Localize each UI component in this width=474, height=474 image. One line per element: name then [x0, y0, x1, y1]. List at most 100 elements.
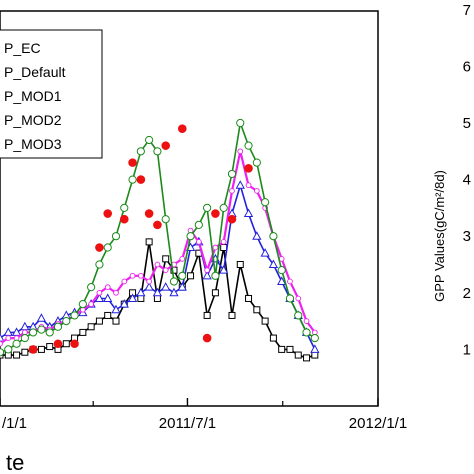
- data-point: [244, 141, 253, 150]
- data-point: [103, 243, 112, 252]
- data-point: [12, 339, 21, 348]
- data-point: [161, 141, 170, 150]
- data-point: [104, 284, 111, 290]
- data-point: [29, 328, 38, 337]
- data-point: [62, 340, 70, 348]
- x-axis-title: te: [6, 450, 24, 474]
- data-point: [219, 203, 228, 212]
- data-point: [128, 175, 137, 184]
- data-point: [45, 328, 54, 337]
- data-point: [4, 345, 13, 354]
- data-point: [285, 294, 295, 303]
- data-point: [228, 311, 236, 319]
- data-point: [37, 325, 46, 334]
- data-point: [161, 282, 171, 291]
- data-point: [169, 277, 179, 286]
- data-point: [137, 294, 145, 302]
- data-point: [95, 243, 104, 252]
- legend-label: P_Default: [4, 64, 66, 80]
- y-axis-title: GPP Values(gC/m²/8d): [432, 170, 447, 302]
- data-point: [146, 278, 152, 285]
- data-point: [227, 169, 237, 179]
- data-point: [162, 255, 170, 263]
- x-tick-label: 2011/7/1: [159, 415, 216, 432]
- data-point: [204, 267, 210, 274]
- series-p-ec: [28, 124, 253, 354]
- data-point: [21, 348, 29, 356]
- data-point: [103, 293, 113, 302]
- data-point: [152, 287, 163, 297]
- data-point: [36, 313, 47, 322]
- data-point: [202, 270, 212, 280]
- data-point: [37, 345, 45, 353]
- legend: P_EC P_Default P_MOD1 P_MOD2 P_MOD3: [0, 29, 103, 159]
- data-point: [252, 231, 262, 240]
- data-point: [220, 244, 228, 252]
- data-point: [78, 300, 87, 309]
- data-point: [203, 311, 211, 319]
- data-point: [294, 311, 303, 320]
- data-point: [287, 278, 293, 285]
- data-point: [127, 293, 138, 302]
- data-point: [62, 317, 71, 326]
- data-point: [302, 328, 311, 337]
- data-point: [136, 287, 146, 297]
- legend-label: P_MOD2: [4, 112, 62, 128]
- data-point: [202, 333, 212, 343]
- y-tick-label: 2: [463, 285, 471, 302]
- data-point: [95, 317, 103, 325]
- data-point: [121, 278, 128, 285]
- data-point: [153, 294, 161, 302]
- data-point: [310, 344, 320, 353]
- right-y-axis: 1 2 3 4 5 6 7: [463, 2, 471, 359]
- data-point: [211, 271, 220, 280]
- data-point: [212, 244, 219, 251]
- data-point: [169, 287, 179, 297]
- data-point: [144, 209, 154, 218]
- data-point: [260, 248, 270, 257]
- data-point: [278, 345, 286, 353]
- data-point: [111, 232, 121, 241]
- data-point: [179, 255, 186, 262]
- data-point: [5, 335, 12, 341]
- data-point: [194, 220, 203, 229]
- data-point: [112, 317, 120, 325]
- data-point: [20, 333, 29, 343]
- data-point: [162, 267, 169, 274]
- data-point: [277, 276, 287, 285]
- data-point: [268, 259, 279, 268]
- data-point: [104, 311, 112, 319]
- data-point: [103, 209, 113, 218]
- data-point: [235, 180, 245, 189]
- data-point: [137, 272, 144, 279]
- data-point: [286, 345, 294, 353]
- series-p-default: [0, 238, 319, 362]
- data-point: [0, 340, 3, 347]
- data-point: [120, 203, 129, 212]
- data-point: [87, 283, 96, 292]
- data-point: [211, 209, 220, 218]
- data-point: [243, 208, 254, 218]
- legend-label: P_MOD3: [4, 136, 62, 152]
- data-point: [295, 295, 302, 302]
- data-point: [70, 339, 79, 349]
- data-point: [303, 354, 311, 362]
- data-point: [46, 343, 54, 351]
- data-point: [129, 272, 136, 279]
- legend-box: [0, 29, 103, 159]
- y-tick-label: 3: [463, 228, 471, 245]
- data-point: [229, 188, 235, 194]
- x-axis-ticks: /1/1 2011/7/1 2012/1/1: [0, 398, 407, 432]
- data-point: [187, 272, 195, 280]
- data-point: [144, 282, 154, 291]
- data-point: [113, 289, 119, 296]
- series-p-mod3: [0, 148, 318, 347]
- data-point: [269, 232, 278, 241]
- data-point: [96, 289, 103, 296]
- data-point: [145, 238, 153, 246]
- data-point: [111, 304, 121, 314]
- data-point: [195, 239, 202, 245]
- data-point: [153, 220, 162, 230]
- data-point: [94, 293, 105, 302]
